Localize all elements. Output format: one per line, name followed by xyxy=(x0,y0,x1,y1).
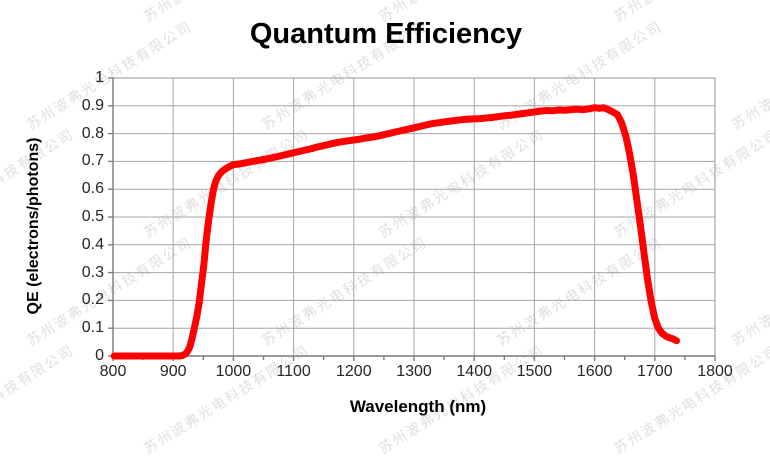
y-tick-label: 0.9 xyxy=(81,96,104,114)
x-tick-label: 1300 xyxy=(396,363,432,380)
x-tick-label: 1000 xyxy=(215,363,252,380)
x-tick-label: 800 xyxy=(99,363,127,380)
y-tick-label: 0.7 xyxy=(81,152,104,170)
x-tick-label: 900 xyxy=(159,363,187,380)
y-tick-label: 0.4 xyxy=(81,235,104,253)
y-tick-label: 0 xyxy=(95,347,104,364)
x-tick-label: 1800 xyxy=(697,363,733,380)
y-tick-label: 0.8 xyxy=(81,124,104,142)
x-tick-label: 1700 xyxy=(637,363,673,380)
qe-curve xyxy=(110,104,680,360)
y-tick-label: 0.2 xyxy=(81,291,104,309)
x-axis-title: Wavelength (nm) xyxy=(349,397,487,416)
x-tick-label: 1600 xyxy=(576,363,613,380)
chart-title: Quantum Efficiency xyxy=(249,18,523,50)
y-tick-label: 0.5 xyxy=(81,208,104,225)
y-tick-label: 0.1 xyxy=(81,319,104,337)
y-axis-title: QE (electrons/photons) xyxy=(25,137,42,315)
y-tick-label: 0.6 xyxy=(81,180,104,198)
y-tick-label: 1 xyxy=(95,69,104,86)
x-tick-label: 1500 xyxy=(516,363,553,380)
x-tick-label: 1400 xyxy=(456,363,492,380)
x-tick-label: 1100 xyxy=(276,363,311,380)
x-tick-label: 1200 xyxy=(336,363,372,380)
y-tick-label: 0.3 xyxy=(81,263,104,281)
